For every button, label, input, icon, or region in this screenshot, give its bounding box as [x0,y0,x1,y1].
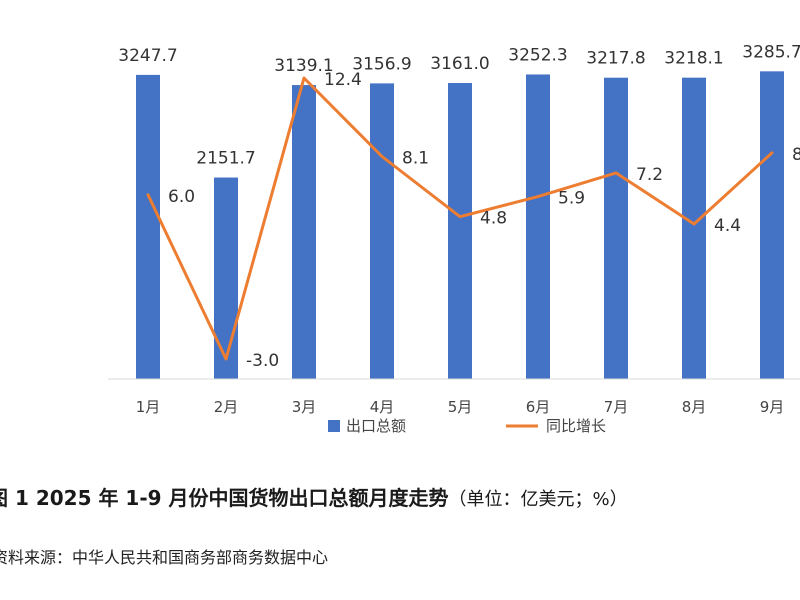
line-label-2: -3.0 [246,351,279,371]
bar-label-3: 3139.1 [274,56,333,76]
bar-6 [526,74,550,379]
x-tick-labels: 1月 2月 3月 4月 5月 6月 7月 8月 9月 [136,398,785,416]
bar-label-4: 3156.9 [352,54,411,74]
chart: 3247.7 2151.7 3139.1 3156.9 3161.0 3252.3 3217… [108,42,800,435]
bar-8 [682,77,706,379]
bar-label-9: 3285.7 [742,42,800,62]
x-tick-3: 3月 [292,398,317,416]
bar-label-1: 3247.7 [118,46,177,66]
bar-label-2: 2151.7 [196,149,255,169]
bar-7 [604,77,628,380]
bar-3 [292,85,316,379]
bar-4 [370,83,394,380]
x-tick-7: 7月 [604,398,629,416]
x-tick-4: 4月 [370,398,395,416]
legend-label-exports: 出口总额 [346,417,406,435]
line-label-4: 8.1 [402,148,429,168]
legend: 出口总额 同比增长 [328,417,606,435]
line-label-9: 8.3 [792,145,800,165]
caption-title: 图 1 2025 年 1-9 月份中国货物出口总额月度走势 [0,486,449,510]
line-data-labels: 6.0 -3.0 12.4 8.1 4.8 5.9 7.2 4.4 8.3 [168,70,800,371]
caption-unit: （单位：亿美元；%） [448,489,628,510]
line-label-7: 7.2 [636,165,663,185]
line-label-5: 4.8 [480,209,507,229]
bar-2 [214,177,238,379]
bar-data-labels: 3247.7 2151.7 3139.1 3156.9 3161.0 3252.3 3217… [118,42,800,168]
bar-series [136,71,784,380]
bar-1 [136,74,160,379]
line-label-3: 12.4 [324,70,362,90]
bar-label-5: 3161.0 [430,54,489,74]
bar-label-6: 3252.3 [508,45,567,65]
line-label-1: 6.0 [168,187,195,207]
line-label-6: 5.9 [558,189,585,209]
data-source: 资料来源：中华人民共和国商务部商务数据中心 [0,548,329,567]
x-tick-2: 2月 [214,398,239,416]
figure-caption: 图 1 2025 年 1-9 月份中国货物出口总额月度走势（单位：亿美元；%） [0,482,800,518]
line-label-8: 4.4 [714,216,741,236]
x-tick-1: 1月 [136,398,161,416]
legend-label-growth: 同比增长 [546,417,606,435]
bar-label-7: 3217.8 [586,49,645,69]
bar-9 [760,71,784,380]
bar-label-8: 3218.1 [664,49,723,69]
growth-line [146,76,774,361]
legend-swatch-exports [328,420,340,432]
x-tick-6: 6月 [526,398,551,416]
bar-5 [448,83,472,380]
x-tick-5: 5月 [448,398,473,416]
x-tick-8: 8月 [682,398,707,416]
x-tick-9: 9月 [760,398,785,416]
